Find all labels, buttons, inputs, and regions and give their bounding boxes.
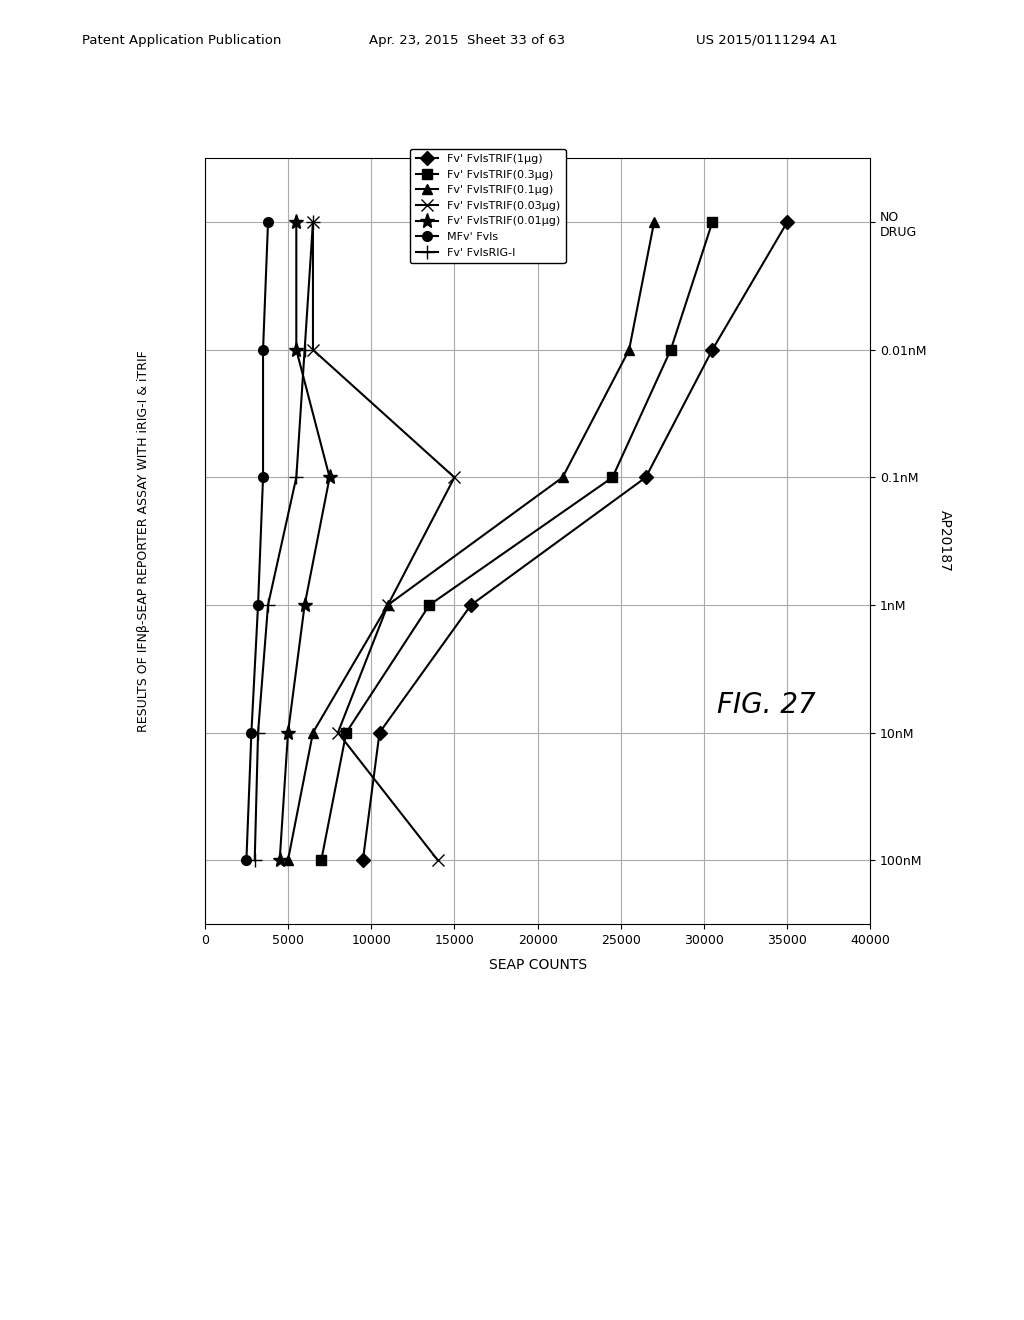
Fv' FvlsTRIF(1μg) [465, 597, 477, 612]
Fv' FvlsTRIF(0.3μg) [423, 597, 435, 612]
Fv' FvlsTRIF(0.03μg) [307, 214, 319, 230]
MFv' Fvls [241, 853, 253, 869]
Fv' FvlsRIG-I [252, 725, 264, 741]
Fv' FvlsTRIF(0.3μg) [340, 725, 352, 741]
Fv' FvlsTRIF(0.1μg) [307, 725, 319, 741]
Fv' FvlsTRIF(0.3μg) [606, 470, 618, 486]
Fv' FvlsTRIF(0.03μg) [382, 597, 394, 612]
Fv' FvlsTRIF(0.1μg) [648, 214, 660, 230]
Fv' FvlsTRIF(0.3μg) [707, 214, 719, 230]
Fv' FvlsTRIF(0.1μg) [282, 853, 294, 869]
Fv' FvlsTRIF(0.03μg) [449, 470, 461, 486]
Fv' FvlsTRIF(0.01μg) [290, 214, 302, 230]
Text: RESULTS OF IFNβ-SEAP REPORTER ASSAY WITH iRIG-I & iTRIF: RESULTS OF IFNβ-SEAP REPORTER ASSAY WITH… [137, 350, 150, 733]
Line: Fv' FvlsTRIF(0.03μg): Fv' FvlsTRIF(0.03μg) [307, 216, 461, 866]
MFv' Fvls [257, 342, 269, 358]
Fv' FvlsTRIF(1μg) [640, 470, 652, 486]
Fv' FvlsTRIF(0.01μg) [324, 470, 336, 486]
MFv' Fvls [246, 725, 258, 741]
Fv' FvlsTRIF(0.01μg) [290, 342, 302, 358]
Line: Fv' FvlsRIG-I: Fv' FvlsRIG-I [248, 215, 319, 867]
Line: MFv' Fvls: MFv' Fvls [242, 218, 272, 865]
Fv' FvlsTRIF(1μg) [781, 214, 794, 230]
Y-axis label: AP20187: AP20187 [938, 511, 951, 572]
X-axis label: SEAP COUNTS: SEAP COUNTS [488, 958, 587, 972]
Fv' FvlsRIG-I [299, 342, 311, 358]
Line: Fv' FvlsTRIF(0.3μg): Fv' FvlsTRIF(0.3μg) [316, 218, 717, 865]
Fv' FvlsTRIF(0.01μg) [273, 853, 286, 869]
Fv' FvlsTRIF(0.03μg) [307, 342, 319, 358]
Fv' FvlsRIG-I [262, 597, 274, 612]
Fv' FvlsTRIF(0.03μg) [432, 853, 444, 869]
MFv' Fvls [257, 470, 269, 486]
Fv' FvlsTRIF(0.1μg) [556, 470, 568, 486]
Line: Fv' FvlsTRIF(0.1μg): Fv' FvlsTRIF(0.1μg) [284, 218, 658, 865]
Fv' FvlsTRIF(1μg) [374, 725, 386, 741]
Text: FIG. 27: FIG. 27 [717, 690, 815, 719]
Fv' FvlsTRIF(1μg) [707, 342, 719, 358]
Fv' FvlsTRIF(0.03μg) [332, 725, 344, 741]
Fv' FvlsTRIF(0.01μg) [282, 725, 294, 741]
Legend: Fv' FvlsTRIF(1μg), Fv' FvlsTRIF(0.3μg), Fv' FvlsTRIF(0.1μg), Fv' FvlsTRIF(0.03μg: Fv' FvlsTRIF(1μg), Fv' FvlsTRIF(0.3μg), … [410, 149, 565, 263]
Fv' FvlsTRIF(1μg) [356, 853, 369, 869]
MFv' Fvls [252, 597, 264, 612]
Fv' FvlsTRIF(0.1μg) [623, 342, 635, 358]
Text: Patent Application Publication: Patent Application Publication [82, 33, 282, 46]
Fv' FvlsRIG-I [290, 470, 302, 486]
Line: Fv' FvlsTRIF(0.01μg): Fv' FvlsTRIF(0.01μg) [272, 215, 337, 867]
Fv' FvlsTRIF(0.01μg) [299, 597, 311, 612]
Fv' FvlsTRIF(0.1μg) [382, 597, 394, 612]
Fv' FvlsTRIF(0.3μg) [315, 853, 328, 869]
Text: Apr. 23, 2015  Sheet 33 of 63: Apr. 23, 2015 Sheet 33 of 63 [369, 33, 565, 46]
Fv' FvlsRIG-I [249, 853, 261, 869]
Fv' FvlsRIG-I [307, 214, 319, 230]
Text: US 2015/0111294 A1: US 2015/0111294 A1 [696, 33, 838, 46]
Line: Fv' FvlsTRIF(1μg): Fv' FvlsTRIF(1μg) [358, 218, 792, 865]
MFv' Fvls [262, 214, 274, 230]
Fv' FvlsTRIF(0.3μg) [665, 342, 677, 358]
